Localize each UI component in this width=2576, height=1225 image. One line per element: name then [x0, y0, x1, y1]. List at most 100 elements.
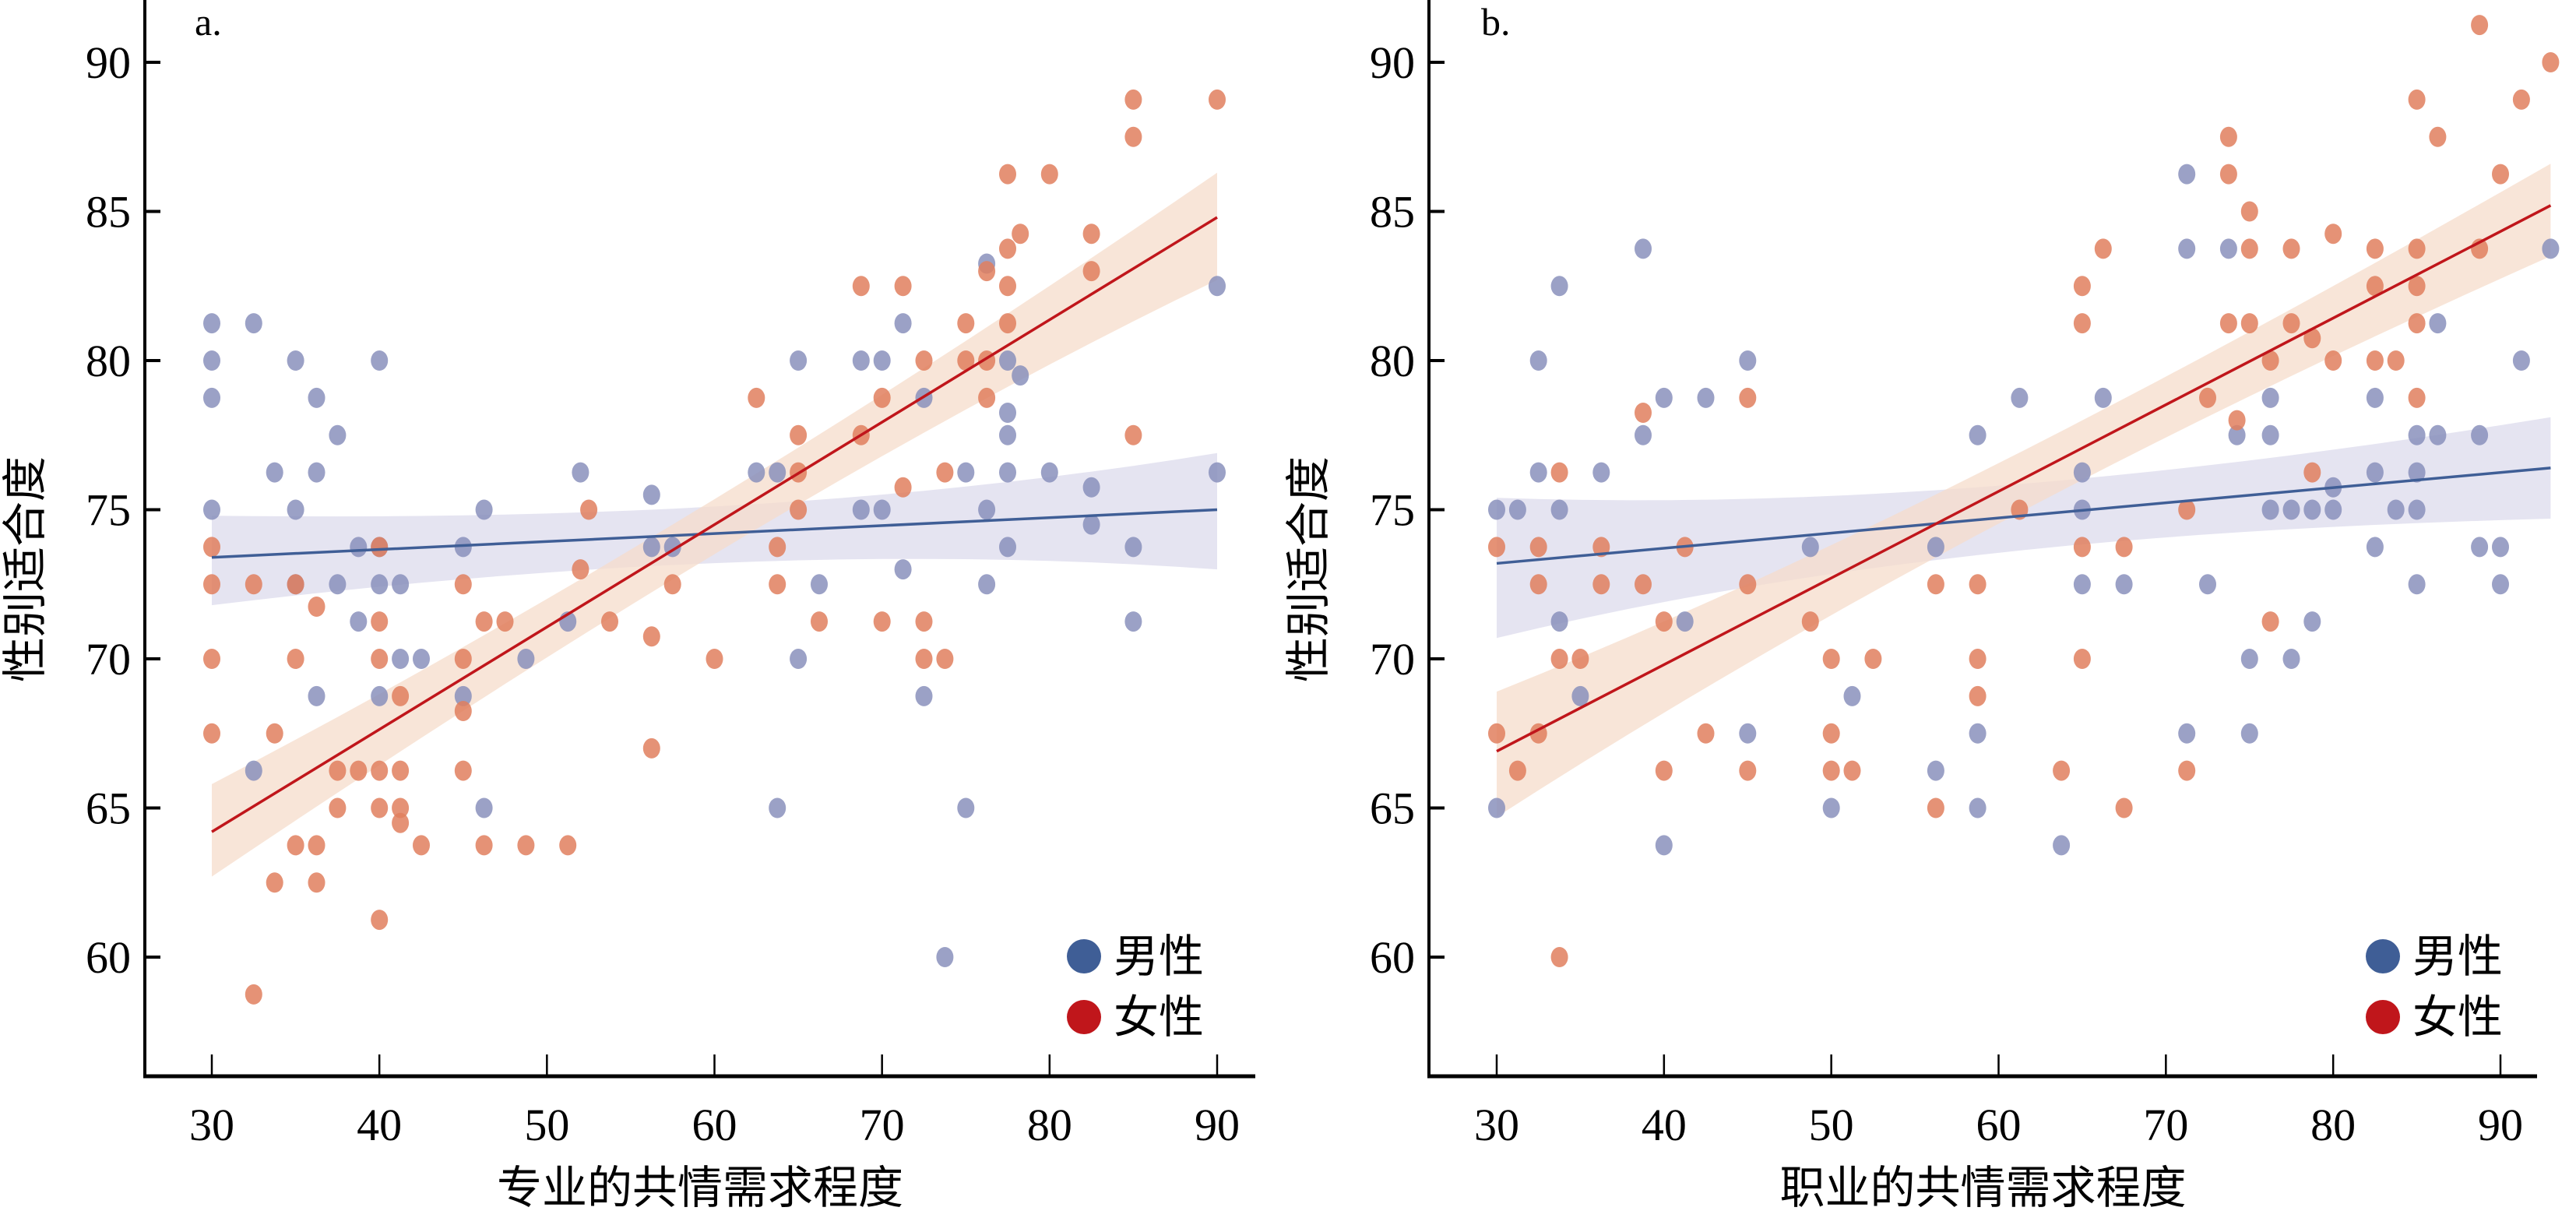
data-point-male: [2219, 238, 2237, 259]
data-point-female: [1843, 760, 1861, 781]
data-point-female: [2429, 126, 2447, 147]
panel-label: a.: [195, 0, 222, 44]
y-tick-label: 70: [1370, 634, 1415, 685]
data-point-male: [999, 462, 1016, 483]
data-point-female: [371, 649, 389, 669]
data-point-female: [454, 701, 472, 721]
data-point-male: [475, 499, 493, 520]
data-point-female: [1635, 403, 1652, 423]
data-point-female: [245, 574, 262, 595]
data-point-male: [894, 559, 912, 580]
data-point-male: [350, 537, 368, 558]
data-point-male: [392, 649, 410, 669]
data-point-female: [392, 812, 410, 833]
data-point-male: [2178, 164, 2196, 185]
data-point-male: [1488, 797, 1505, 818]
data-point-female: [329, 797, 347, 818]
data-point-female: [308, 872, 326, 893]
data-point-male: [329, 574, 347, 595]
data-point-female: [2282, 313, 2300, 334]
data-point-male: [329, 424, 347, 445]
data-point-female: [2199, 387, 2216, 408]
data-point-female: [790, 424, 808, 445]
panel-a: 30 40 50 60 70 80 90 60 65 70 75 80 85 90 专业的共情需求程度 性别适…: [0, 0, 1255, 1214]
data-point-male: [2366, 537, 2384, 558]
x-tick-label: 70: [860, 1100, 905, 1150]
data-point-male: [769, 462, 787, 483]
legend-label: 男性: [1114, 930, 1204, 983]
data-point-male: [203, 387, 220, 408]
data-point-male: [1012, 365, 1029, 386]
data-point-female: [1124, 89, 1142, 110]
y-tick-label: 75: [1370, 485, 1415, 536]
data-point-female: [2240, 313, 2258, 334]
data-point-female: [392, 797, 410, 818]
data-point-male: [894, 313, 912, 334]
data-point-female: [894, 276, 912, 297]
legend-marker-female: [2366, 1000, 2400, 1034]
data-point-male: [1801, 537, 1819, 558]
data-point-female: [2094, 238, 2112, 259]
data-point-female: [2115, 797, 2133, 818]
data-point-male: [1550, 611, 1568, 632]
data-point-female: [2408, 238, 2426, 259]
x-tick-label: 90: [2478, 1100, 2523, 1150]
data-point-male: [852, 499, 870, 520]
data-point-female: [454, 649, 472, 669]
data-point-female: [1488, 537, 1505, 558]
data-point-male: [642, 484, 660, 505]
data-point-male: [2408, 424, 2426, 445]
y-tick-label: 90: [86, 37, 131, 88]
data-point-female: [517, 835, 535, 856]
data-point-female: [1801, 611, 1819, 632]
data-point-female: [2178, 499, 2196, 520]
data-point-male: [475, 797, 493, 818]
x-axis-title: 专业的共情需求程度: [497, 1161, 903, 1214]
legend-marker-male: [2366, 939, 2400, 973]
data-point-female: [769, 574, 787, 595]
data-point-male: [1969, 723, 1987, 744]
x-axis-title: 职业的共情需求程度: [1779, 1161, 2186, 1214]
data-point-male: [1927, 760, 1944, 781]
data-point-female: [999, 164, 1016, 185]
data-point-male: [790, 350, 808, 371]
data-point-female: [203, 537, 220, 558]
data-point-male: [308, 462, 326, 483]
data-point-male: [1040, 462, 1058, 483]
data-point-female: [2282, 238, 2300, 259]
data-point-female: [915, 350, 933, 371]
data-point-male: [1676, 611, 1694, 632]
legend-marker-male: [1067, 939, 1101, 973]
legend-label: 男性: [2412, 930, 2503, 983]
confidence-band-male: [1497, 417, 2551, 639]
data-point-female: [392, 685, 410, 706]
panel-label: b.: [1481, 0, 1511, 44]
data-point-male: [2408, 462, 2426, 483]
data-point-male: [2178, 238, 2196, 259]
data-point-male: [999, 537, 1016, 558]
y-tick-label: 80: [86, 336, 131, 386]
legend-marker-female: [1067, 1000, 1101, 1034]
data-point-male: [392, 574, 410, 595]
data-point-female: [957, 313, 975, 334]
data-point-female: [2178, 760, 2196, 781]
data-point-female: [915, 611, 933, 632]
data-point-male: [308, 685, 326, 706]
data-point-female: [2219, 126, 2237, 147]
x-tick-label: 30: [189, 1100, 234, 1150]
data-point-male: [454, 685, 472, 706]
data-point-female: [475, 611, 493, 632]
data-point-male: [2471, 424, 2489, 445]
data-point-female: [706, 649, 723, 669]
y-tick-label: 85: [86, 187, 131, 238]
data-point-female: [287, 835, 304, 856]
data-point-female: [936, 649, 954, 669]
data-point-male: [245, 313, 262, 334]
data-point-male: [978, 499, 996, 520]
data-point-female: [642, 737, 660, 759]
data-point-male: [2429, 313, 2447, 334]
data-point-female: [1124, 424, 1142, 445]
data-point-male: [1635, 424, 1652, 445]
data-point-female: [413, 835, 430, 856]
x-tick-label: 90: [1195, 1100, 1240, 1150]
